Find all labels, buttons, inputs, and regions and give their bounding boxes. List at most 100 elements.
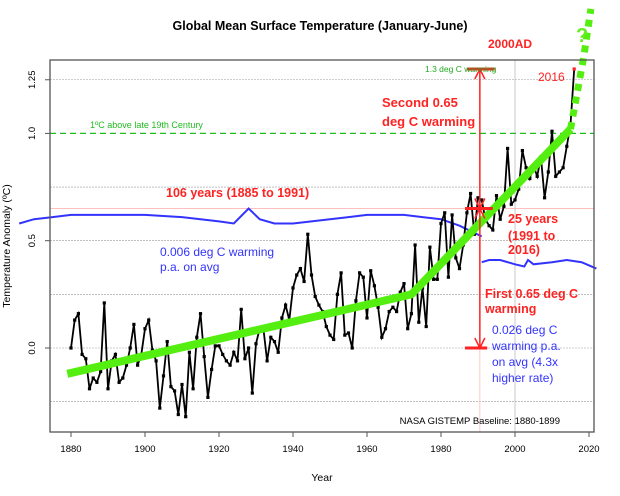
data-point	[91, 376, 95, 380]
data-point	[391, 305, 395, 309]
rate-late-label-3: on avg (4.3x	[492, 355, 558, 369]
data-point	[291, 286, 295, 290]
data-point	[498, 217, 502, 221]
data-point	[169, 385, 173, 389]
data-point	[343, 333, 347, 337]
data-point	[295, 273, 299, 277]
x-tick-label: 2020	[578, 444, 599, 455]
x-tick-label: 1880	[60, 444, 81, 455]
data-point	[365, 316, 369, 320]
data-point	[217, 344, 221, 348]
data-point	[180, 382, 184, 387]
data-point	[350, 346, 354, 350]
data-point	[95, 380, 99, 384]
y-tick-label: 1.0	[27, 127, 38, 140]
second-warming-label-1: Second 0.65	[382, 95, 458, 110]
data-point	[454, 256, 458, 260]
data-point	[543, 196, 547, 200]
red-arrows	[465, 67, 495, 350]
data-point	[398, 290, 402, 294]
data-point	[309, 273, 314, 277]
data-point	[487, 224, 491, 228]
first-warming-label-2: warming	[484, 302, 536, 316]
threshold-label: 1ºC above late 19th Century	[90, 120, 203, 130]
data-point	[317, 303, 321, 307]
chart-title: Global Mean Surface Temperature (January…	[173, 19, 468, 33]
data-point	[446, 275, 450, 279]
data-point	[506, 146, 510, 151]
question-mark: ?	[576, 25, 588, 47]
second-warming-label-2: deg C warming	[382, 114, 475, 129]
data-point	[102, 301, 106, 305]
data-point	[80, 352, 84, 357]
data-point	[361, 275, 365, 279]
data-point	[324, 324, 328, 329]
data-point	[265, 359, 269, 363]
data-point	[298, 266, 302, 271]
data-point	[354, 299, 358, 303]
data-point	[387, 309, 391, 314]
data-point	[228, 363, 232, 367]
data-point	[409, 312, 413, 316]
data-point	[565, 144, 569, 148]
data-point	[113, 352, 117, 357]
trend-line	[66, 126, 574, 378]
data-point	[239, 307, 243, 311]
data-point	[243, 357, 247, 361]
year-2016-label: 2016	[538, 70, 565, 84]
data-point	[206, 395, 210, 399]
data-point	[254, 342, 258, 346]
data-point	[509, 202, 513, 206]
period-25-label-2: (1991 to	[508, 229, 556, 243]
data-point	[332, 337, 336, 342]
rate-early-label-1: 0.006 deg C warming	[160, 245, 274, 259]
data-point	[213, 344, 217, 348]
data-point	[69, 346, 73, 350]
data-point	[136, 363, 140, 367]
data-point	[191, 387, 195, 391]
data-point	[572, 67, 576, 71]
data-point	[224, 359, 228, 363]
data-point	[517, 187, 521, 191]
data-point	[557, 170, 561, 174]
data-point	[143, 327, 147, 331]
data-point	[346, 331, 351, 335]
data-point	[313, 294, 317, 299]
data-point	[424, 324, 428, 329]
data-point	[395, 309, 399, 314]
data-point	[465, 211, 469, 215]
x-tick-label: 1900	[134, 444, 155, 455]
data-point	[187, 350, 191, 354]
y-tick-label: 1.25	[27, 71, 38, 90]
arrowhead-3	[474, 206, 486, 219]
period-106-label: 106 years (1885 to 1991)	[166, 186, 309, 200]
data-point	[491, 228, 495, 232]
data-point	[284, 303, 288, 307]
data-point	[195, 335, 199, 339]
data-point	[428, 245, 432, 249]
blue-curves	[18, 207, 597, 270]
data-point	[210, 367, 214, 372]
data-point	[376, 305, 380, 309]
data-point	[520, 148, 524, 153]
data-point	[457, 266, 462, 271]
data-point	[73, 318, 77, 322]
period-25-label-3: 2016)	[508, 243, 540, 257]
data-point	[117, 380, 121, 384]
data-point	[535, 174, 539, 178]
y-axis-label: Temperature Anomaly (ºC)	[1, 184, 13, 307]
data-point	[372, 284, 376, 288]
rate-early-label-2: p.a. on avg	[160, 260, 219, 274]
x-tick-label: 1980	[430, 444, 451, 455]
x-tick-label: 2000	[504, 444, 525, 455]
data-point	[432, 277, 436, 281]
data-point	[132, 322, 136, 326]
data-point	[380, 335, 384, 339]
trend-lines	[66, 8, 595, 378]
data-point	[546, 170, 550, 174]
y-tick-label: 0.5	[27, 234, 38, 247]
data-point	[450, 213, 454, 217]
plot-frame	[49, 59, 595, 433]
data-point	[154, 359, 158, 363]
